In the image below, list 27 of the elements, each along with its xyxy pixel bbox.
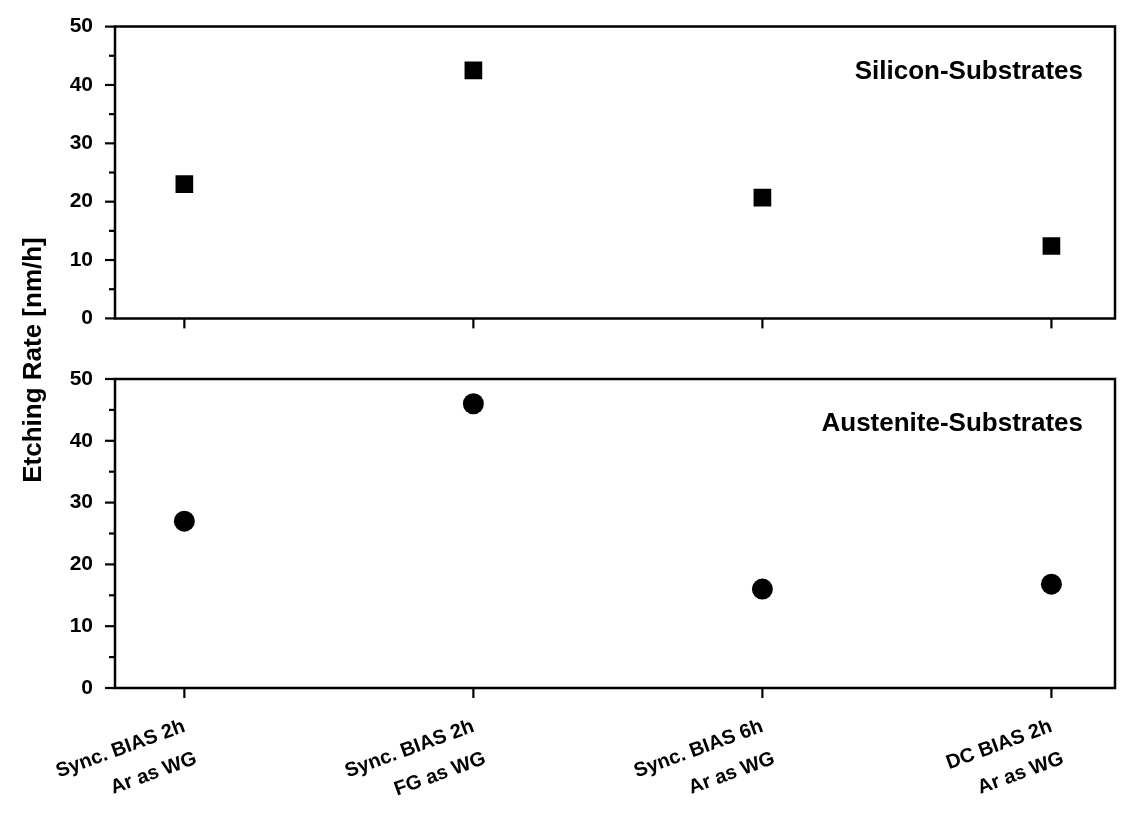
y-tick-label: 50 xyxy=(69,13,93,37)
point xyxy=(751,578,773,600)
y-tick-label: 40 xyxy=(69,427,93,451)
point xyxy=(462,393,484,415)
y-tick-label: 30 xyxy=(69,489,93,513)
x-tick-label: Sync. BIAS 2h Ar as WG xyxy=(52,714,200,798)
point xyxy=(753,188,772,207)
y-tick-label: 30 xyxy=(69,130,93,154)
y-tick-label: 0 xyxy=(81,305,93,329)
y-tick-label: 10 xyxy=(69,246,93,270)
y-axis-title: Etching Rate [nm/h] xyxy=(16,237,48,483)
y-tick-label: 20 xyxy=(69,551,93,575)
x-tick-label: DC BIAS 2h Ar as WG xyxy=(942,714,1067,798)
annotation: Silicon-Substrates xyxy=(854,54,1083,85)
y-tick-label: 50 xyxy=(69,365,93,389)
point xyxy=(464,61,483,80)
y-tick-label: 10 xyxy=(69,613,93,636)
point xyxy=(1040,573,1062,595)
point xyxy=(1042,237,1061,255)
y-tick-label: 0 xyxy=(81,674,93,698)
point xyxy=(175,175,194,194)
point xyxy=(173,510,195,532)
y-tick-label: 20 xyxy=(69,188,93,212)
y-tick-label: 40 xyxy=(69,71,93,95)
annotation: Austenite-Substrates xyxy=(821,407,1083,438)
x-tick-label: Sync. BIAS 2h FG as WG xyxy=(341,714,489,800)
x-tick-label: Sync. BIAS 6h Ar as WG xyxy=(630,714,778,798)
